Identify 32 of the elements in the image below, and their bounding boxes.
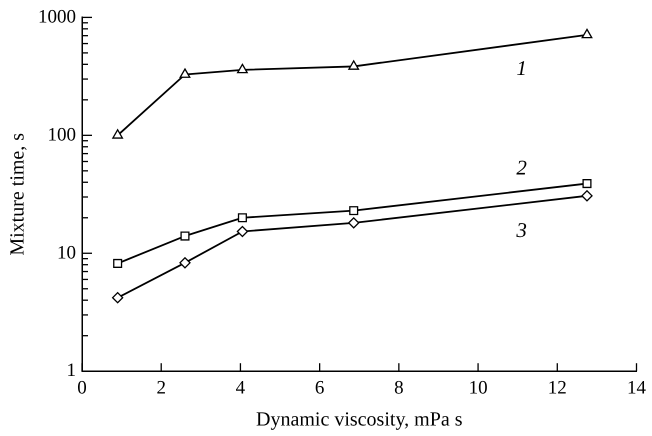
- x-tick-label: 8: [394, 378, 404, 399]
- y-tick-label: 10: [57, 242, 76, 264]
- x-axis-title: Dynamic viscosity, mPa s: [256, 408, 463, 430]
- point: [112, 129, 124, 139]
- y-tick-label: 1: [66, 360, 76, 382]
- y-tick-label: 100: [48, 124, 76, 146]
- x-tick-label: 2: [156, 378, 166, 399]
- point: [179, 257, 191, 268]
- point: [180, 68, 190, 78]
- point: [112, 292, 124, 304]
- point: [236, 226, 248, 238]
- x-tick-label: 6: [314, 378, 324, 399]
- point: [582, 179, 592, 188]
- x-tick-label: 4: [236, 378, 246, 399]
- x-tick-label: 14: [627, 378, 646, 399]
- series-label: 1: [516, 56, 527, 80]
- series-label: 2: [516, 156, 528, 180]
- point: [348, 217, 360, 229]
- y-tick-label: 1000: [38, 6, 76, 28]
- x-tick-label: 10: [468, 378, 488, 399]
- point: [581, 190, 593, 202]
- x-tick-label: 12: [548, 378, 567, 399]
- point: [236, 64, 248, 74]
- point: [180, 231, 190, 241]
- point: [113, 258, 122, 268]
- point: [582, 28, 592, 38]
- point: [348, 60, 360, 70]
- point: [238, 213, 247, 222]
- y-axis-title: Mixture time, s: [6, 132, 28, 256]
- point: [349, 206, 358, 216]
- series-label: 3: [515, 218, 527, 242]
- x-tick-label: 0: [77, 378, 87, 399]
